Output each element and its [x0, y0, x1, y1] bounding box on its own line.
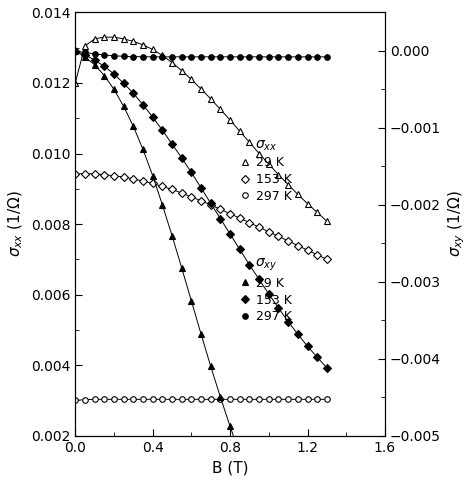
Legend: 29 K, 153 K, 297 K: 29 K, 153 K, 297 K [240, 255, 292, 323]
X-axis label: B (T): B (T) [212, 460, 248, 475]
Y-axis label: $\sigma_{xx}$ (1/$\Omega$): $\sigma_{xx}$ (1/$\Omega$) [7, 191, 25, 257]
Y-axis label: $\sigma_{xy}$ (1/$\Omega$): $\sigma_{xy}$ (1/$\Omega$) [447, 191, 467, 257]
